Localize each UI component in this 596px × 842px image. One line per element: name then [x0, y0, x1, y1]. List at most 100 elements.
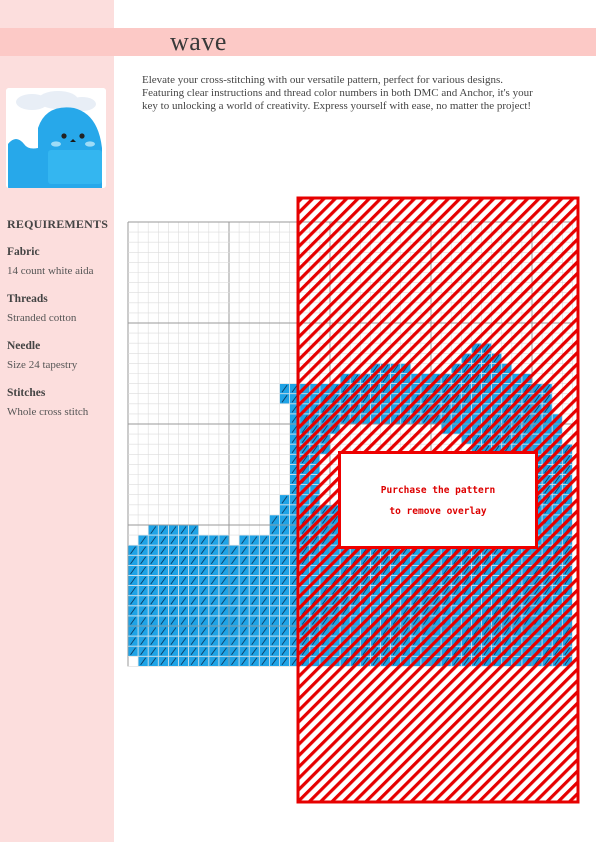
stitch-mark [251, 607, 258, 615]
threads-label: Threads [7, 293, 48, 305]
stitch-mark [210, 607, 217, 615]
stitch-mark [180, 586, 187, 595]
stitch-mark [281, 526, 288, 534]
stitch-mark [180, 647, 187, 656]
stitch-mark [271, 627, 278, 635]
stitch-mark [291, 526, 298, 534]
stitch-mark [130, 566, 136, 575]
stitch-mark [231, 637, 237, 645]
stitch-mark [231, 586, 237, 595]
stitch-mark [140, 617, 147, 625]
stitch-mark [291, 506, 298, 514]
stitch-mark [261, 596, 268, 605]
stitch-mark [241, 607, 248, 615]
stitch-mark [291, 556, 298, 565]
stitch-mark [200, 657, 207, 666]
fabric-label: Fabric [7, 246, 40, 258]
stitch-mark [170, 566, 177, 575]
stitch-mark [221, 657, 227, 666]
stitch-mark [190, 596, 197, 605]
stitch-mark [261, 617, 268, 625]
stitch-mark [291, 394, 298, 403]
stitch-mark [271, 596, 278, 605]
stitch-mark [251, 627, 258, 635]
stitch-mark [160, 526, 167, 534]
stitch-mark [170, 596, 177, 605]
stitch-mark [261, 556, 268, 565]
stitch-mark [130, 596, 136, 605]
stitch-mark [271, 536, 278, 544]
stitch-mark [271, 586, 278, 595]
stitch-mark [271, 556, 278, 565]
stitch-mark [281, 637, 288, 645]
stitch-mark [261, 576, 268, 585]
stitch-mark [130, 586, 136, 595]
stitch-mark [210, 576, 217, 585]
stitch-mark [180, 657, 187, 666]
stitch-mark [261, 657, 268, 666]
stitch-mark [190, 657, 197, 666]
stitch-mark [271, 647, 278, 656]
stitch-mark [281, 617, 288, 625]
stitch-mark [251, 657, 258, 666]
stitch-mark [291, 637, 298, 645]
stitch-mark [160, 536, 167, 544]
stitch-mark [190, 556, 197, 565]
stitch-mark [221, 536, 227, 544]
stitch-mark [221, 556, 227, 565]
stitch-mark [281, 495, 288, 504]
stitch-mark [130, 546, 136, 555]
pattern-description: Elevate your cross-stitching with our ve… [142, 74, 533, 112]
threads-value: Stranded cotton [7, 312, 77, 324]
stitch-mark [291, 607, 298, 615]
stitch-mark [291, 546, 298, 555]
stitch-mark [170, 627, 177, 635]
stitch-mark [271, 526, 278, 534]
stitch-mark [130, 556, 136, 565]
stitch-mark [210, 566, 217, 575]
stitch-mark [291, 495, 298, 504]
stitch-mark [150, 627, 157, 635]
stitch-mark [221, 566, 227, 575]
stitch-mark [200, 627, 207, 635]
stitch-mark [241, 627, 248, 635]
stitch-mark [130, 576, 136, 585]
stitch-mark [291, 657, 298, 666]
requirements-panel: REQUIREMENTS Fabric 14 count white aida … [7, 217, 111, 434]
stitch-mark [281, 506, 288, 514]
stitch-mark [251, 576, 258, 585]
stitch-mark [200, 566, 207, 575]
stitch-mark [281, 546, 288, 555]
stitch-mark [140, 556, 147, 565]
stitch-mark [271, 607, 278, 615]
stitch-mark [150, 576, 157, 585]
stitch-mark [170, 586, 177, 595]
stitch-mark [180, 637, 187, 645]
stitch-mark [221, 546, 227, 555]
requirements-heading: REQUIREMENTS [7, 217, 109, 231]
stitches-value: Whole cross stitch [7, 406, 89, 418]
stitch-mark [140, 576, 147, 585]
stitch-mark [190, 637, 197, 645]
stitch-mark [190, 647, 197, 656]
stitch-mark [231, 546, 237, 555]
stitch-mark [291, 536, 298, 544]
stitch-mark [210, 617, 217, 625]
stitch-mark [281, 627, 288, 635]
stitch-mark [190, 607, 197, 615]
stitch-mark [160, 627, 167, 635]
stitch-mark [261, 647, 268, 656]
stitch-mark [130, 627, 136, 635]
stitch-mark [160, 556, 167, 565]
stitch-mark [231, 617, 237, 625]
stitch-mark [251, 647, 258, 656]
stitch-mark [241, 586, 248, 595]
stitch-mark [210, 586, 217, 595]
stitch-mark [221, 586, 227, 595]
stitch-mark [140, 607, 147, 615]
stitch-mark [241, 647, 248, 656]
fabric-value: 14 count white aida [7, 265, 94, 277]
stitch-mark [261, 586, 268, 595]
stitch-mark [231, 576, 237, 585]
stitch-mark [180, 566, 187, 575]
